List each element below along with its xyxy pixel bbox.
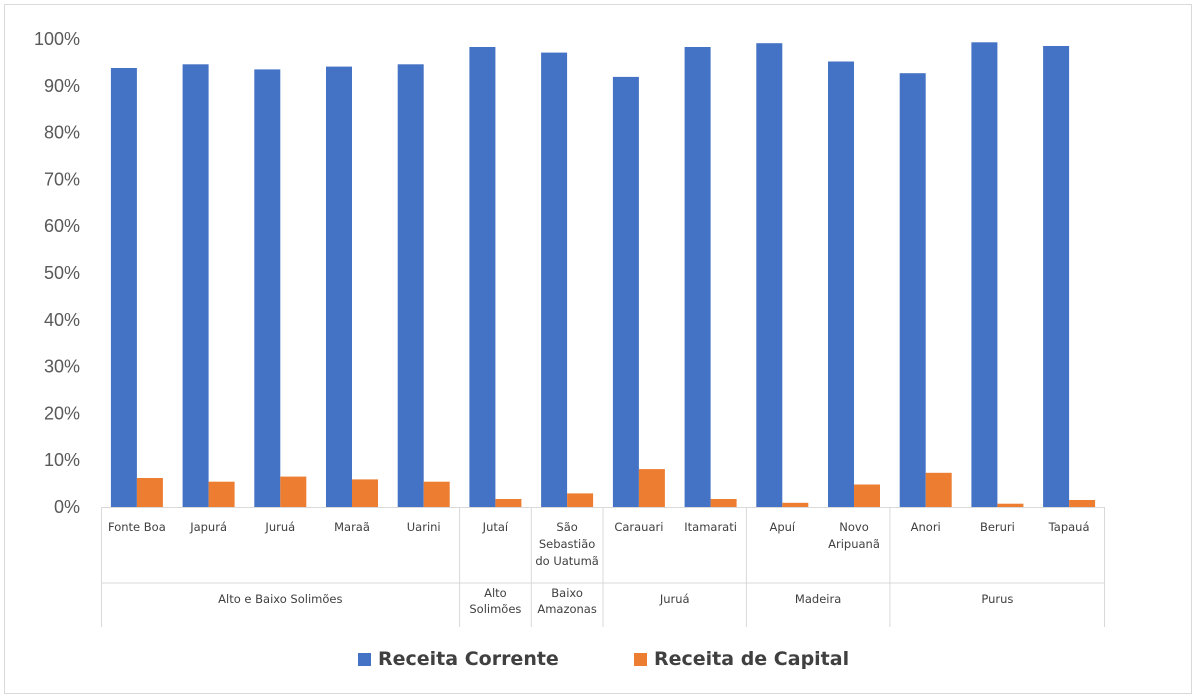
bar-receita-corrente <box>397 64 424 508</box>
bar-receita-corrente <box>828 61 854 507</box>
bar-receita-corrente <box>541 52 568 507</box>
bar-receita-de-capital <box>782 502 809 507</box>
legend-swatch-receita-de-capital <box>634 653 647 666</box>
legend-swatch-receita-corrente <box>358 653 371 666</box>
bar-receita-de-capital <box>423 481 450 507</box>
bar-receita-de-capital <box>567 493 594 507</box>
bar-receita-de-capital <box>352 479 378 507</box>
legend-label: Receita de Capital <box>654 648 849 670</box>
bar-receita-corrente <box>326 66 352 507</box>
bar-receita-de-capital <box>495 499 522 507</box>
category-label: Apuí <box>769 520 795 534</box>
category-label: Novo <box>839 520 868 534</box>
category-label: Aripuanã <box>828 537 880 551</box>
group-label: Madeira <box>795 592 841 606</box>
category-label: Carauari <box>614 520 663 534</box>
group-label: Amazonas <box>537 602 597 616</box>
bar-receita-de-capital <box>208 481 235 507</box>
bar-receita-corrente <box>182 64 209 508</box>
y-tick-label: 50% <box>44 263 80 283</box>
bar-receita-corrente <box>469 47 496 507</box>
category-label: Beruri <box>980 520 1015 534</box>
bar-receita-de-capital <box>997 503 1024 507</box>
bar-receita-corrente <box>612 76 639 508</box>
y-tick-label: 100% <box>34 29 80 49</box>
y-tick-label: 60% <box>44 216 80 236</box>
bar-receita-de-capital <box>280 476 307 507</box>
bar-receita-corrente <box>254 69 281 508</box>
category-label: Maraã <box>334 520 370 534</box>
category-label: do Uatumã <box>535 554 599 568</box>
legend-label: Receita Corrente <box>378 648 559 670</box>
y-tick-label: 10% <box>44 450 80 470</box>
group-label: Solimões <box>469 602 521 616</box>
category-label: Itamarati <box>684 520 737 534</box>
category-label: Juruá <box>264 520 295 534</box>
bar-receita-de-capital <box>638 469 665 507</box>
category-label: Tapauá <box>1048 520 1090 534</box>
bar-receita-de-capital <box>136 478 163 507</box>
bar-receita-de-capital <box>1069 500 1096 507</box>
category-label: Fonte Boa <box>108 520 166 534</box>
y-tick-label: 80% <box>44 123 80 143</box>
bar-receita-corrente <box>899 73 926 507</box>
bar-receita-corrente <box>1043 46 1070 507</box>
bar-receita-corrente <box>756 43 783 507</box>
category-label: Japurá <box>189 520 227 534</box>
group-label: Alto e Baixo Solimões <box>218 592 342 606</box>
y-tick-label: 0% <box>54 497 80 517</box>
y-tick-label: 70% <box>44 169 80 189</box>
bar-receita-de-capital <box>710 499 737 507</box>
category-label: São <box>556 520 577 534</box>
y-tick-label: 20% <box>44 403 80 423</box>
group-label: Baixo <box>551 586 583 600</box>
bar-receita-corrente <box>110 68 137 507</box>
bar-receita-corrente <box>684 47 711 507</box>
group-label: Alto <box>484 586 507 600</box>
y-tick-label: 30% <box>44 357 80 377</box>
y-tick-label: 40% <box>44 310 80 330</box>
category-label: Uarini <box>407 520 441 534</box>
category-label: Jutaí <box>482 520 509 534</box>
group-label: Purus <box>981 592 1013 606</box>
category-label: Sebastião <box>539 537 596 551</box>
bar-receita-de-capital <box>854 484 880 507</box>
bar-receita-de-capital <box>925 472 952 507</box>
bar-receita-corrente <box>971 42 998 508</box>
y-tick-label: 90% <box>44 76 80 96</box>
group-label: Juruá <box>659 592 690 606</box>
category-label: Anori <box>911 520 941 534</box>
